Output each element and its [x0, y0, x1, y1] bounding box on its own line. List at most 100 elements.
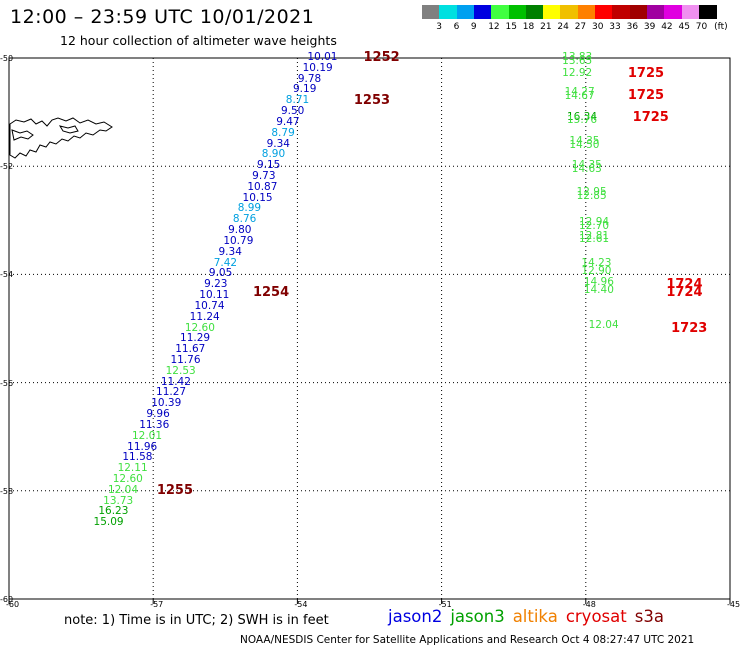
wave-height-value: 8.71 — [285, 94, 310, 107]
longitude-tick-label: -48 — [582, 600, 596, 609]
wave-height-value: 14.35 — [569, 134, 600, 147]
wave-height-value: 8.79 — [271, 126, 295, 139]
legend-jason3: jason3 — [450, 607, 505, 626]
scale-swatch — [646, 5, 665, 19]
latitude-tick-label: -50 — [0, 54, 14, 63]
wave-height-value: 10.01 — [307, 51, 338, 63]
scale-tick-label: 36 — [626, 22, 639, 32]
latitude-tick-label: -58 — [0, 486, 14, 496]
wave-height-value: 14.23 — [581, 256, 612, 269]
scale-swatch — [456, 5, 475, 19]
wave-height-value: 8.90 — [261, 148, 286, 161]
scale-tick-label: 9 — [470, 22, 477, 32]
scale-tick-label: 42 — [661, 22, 673, 32]
scale-swatch — [560, 5, 579, 19]
scale-swatch — [681, 5, 700, 19]
wave-height-value: 12.95 — [576, 186, 607, 199]
pass-time-label: 1252 — [363, 50, 400, 65]
scale-swatch — [525, 5, 544, 19]
wave-height-value: 12.01 — [131, 429, 163, 442]
wave-height-value: 9.47 — [276, 115, 300, 128]
wave-height-value: 14.63 — [571, 162, 602, 175]
wave-height-value: 9.34 — [218, 245, 242, 258]
legend-altika: altika — [512, 607, 558, 626]
wave-height-value: 11.42 — [160, 375, 191, 388]
scale-swatch — [439, 5, 458, 19]
longitude-tick-label: -60 — [6, 600, 20, 609]
wave-height-value: 10.74 — [194, 299, 225, 312]
wave-height-value: 8.99 — [237, 202, 262, 215]
wave-height-value: 12.85 — [576, 190, 607, 203]
wave-height-value: 14.67 — [564, 89, 595, 102]
wave-height-value: 12.04 — [588, 318, 619, 331]
scale-tick-label: 33 — [609, 22, 621, 32]
wave-height-value: 9.19 — [293, 83, 317, 96]
scale-swatch — [612, 5, 631, 19]
wave-height-value: 12.81 — [579, 229, 610, 242]
wave-height-value: 12.92 — [562, 67, 593, 80]
wave-height-value: 9.78 — [297, 72, 322, 85]
wave-height-value: 14.50 — [569, 138, 600, 151]
scale-tick-label: 27 — [574, 22, 587, 32]
scale-tick-label: 15 — [505, 22, 517, 32]
pass-time-label: 1724 — [666, 277, 703, 293]
wave-height-value: 14.27 — [564, 86, 595, 99]
wave-height-value: 12.90 — [581, 264, 612, 277]
scale-tick-label: 24 — [557, 22, 569, 32]
scale-swatch — [422, 5, 440, 19]
longitude-tick-label: -57 — [150, 600, 164, 609]
wave-height-value: 15.76 — [566, 114, 598, 127]
scale-tick-label: 6 — [453, 22, 460, 32]
wave-height-value: 9.23 — [204, 278, 228, 291]
map-title: 12:00 – 23:59 UTC 10/01/2021 — [10, 6, 315, 28]
pass-time-label: 1723 — [671, 320, 708, 336]
wave-height-value: 9.73 — [252, 170, 276, 183]
wave-height-value: 11.24 — [189, 310, 220, 323]
pass-time-label: 1725 — [627, 87, 665, 103]
pass-time-label: 1725 — [632, 109, 669, 125]
scale-swatch — [629, 5, 648, 19]
scale-swatch — [473, 5, 492, 19]
wave-height-value: 9.15 — [256, 159, 281, 172]
wave-height-value: 11.96 — [127, 440, 158, 453]
wave-height-value: 14.35 — [571, 159, 602, 172]
pass-time-label: 1254 — [252, 285, 290, 301]
scale-tick-label: 21 — [540, 22, 552, 32]
wave-height-value: 12.94 — [579, 216, 610, 228]
wave-height-value: 11.76 — [170, 353, 201, 366]
wave-height-value: 8.76 — [232, 213, 257, 226]
wave-height-value: 14.40 — [583, 283, 614, 296]
units-note: note: 1) Time is in UTC; 2) SWH is in fe… — [64, 613, 329, 628]
scale-swatch — [664, 5, 683, 19]
wave-height-value: 10.79 — [223, 234, 254, 247]
latitude-tick-label: -56 — [0, 378, 14, 388]
wave-height-value: 12.60 — [112, 472, 143, 485]
wave-height-value: 16.23 — [98, 505, 129, 518]
map-subtitle: 12 hour collection of altimeter wave hei… — [60, 33, 337, 48]
wave-height-value: 16.34 — [566, 110, 598, 123]
wave-height-value: 10.39 — [151, 397, 182, 410]
scale-tick-label: 45 — [678, 22, 690, 32]
wave-height-value: 13.73 — [103, 494, 134, 507]
wave-height-value: 12.61 — [579, 233, 610, 246]
scale-swatch — [491, 5, 510, 19]
scale-swatch — [543, 5, 562, 19]
scale-swatch — [698, 5, 717, 19]
latitude-tick-label: -60 — [0, 595, 14, 604]
pass-time-label: 1255 — [156, 482, 193, 498]
pass-time-label: 1724 — [666, 285, 703, 301]
wave-height-value: 12.70 — [579, 219, 610, 232]
scale-tick-label: 30 — [592, 22, 604, 32]
longitude-tick-label: -54 — [294, 600, 308, 609]
wave-height-value: 12.60 — [184, 321, 215, 334]
wave-height-value: 9.96 — [146, 408, 170, 421]
pass-time-label: 1253 — [353, 93, 391, 109]
legend-s3a: s3a — [634, 607, 664, 626]
legend-jason2: jason2 — [388, 607, 443, 626]
scale-tick-label: 12 — [488, 22, 500, 32]
pass-time-label: 1725 — [627, 66, 665, 82]
wave-height-value: 10.11 — [199, 289, 230, 302]
wave-height-value: 13.83 — [562, 51, 593, 63]
scale-tick-label: 18 — [522, 22, 535, 32]
